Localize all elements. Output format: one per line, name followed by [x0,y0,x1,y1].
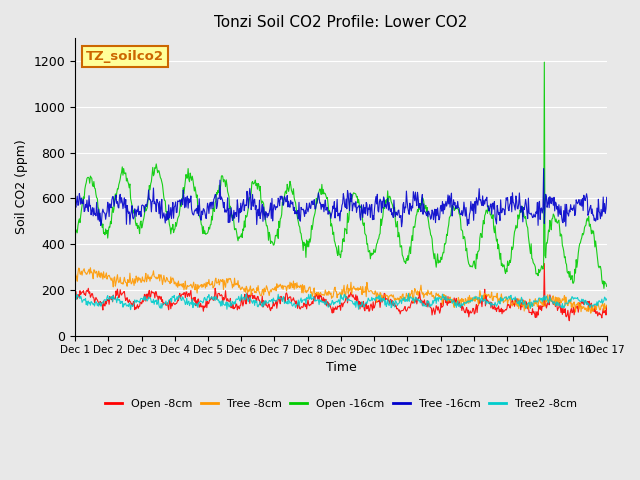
X-axis label: Time: Time [326,361,356,374]
Legend: Open -8cm, Tree -8cm, Open -16cm, Tree -16cm, Tree2 -8cm: Open -8cm, Tree -8cm, Open -16cm, Tree -… [100,395,581,414]
Title: Tonzi Soil CO2 Profile: Lower CO2: Tonzi Soil CO2 Profile: Lower CO2 [214,15,468,30]
Text: TZ_soilco2: TZ_soilco2 [86,50,164,63]
Y-axis label: Soil CO2 (ppm): Soil CO2 (ppm) [15,140,28,234]
